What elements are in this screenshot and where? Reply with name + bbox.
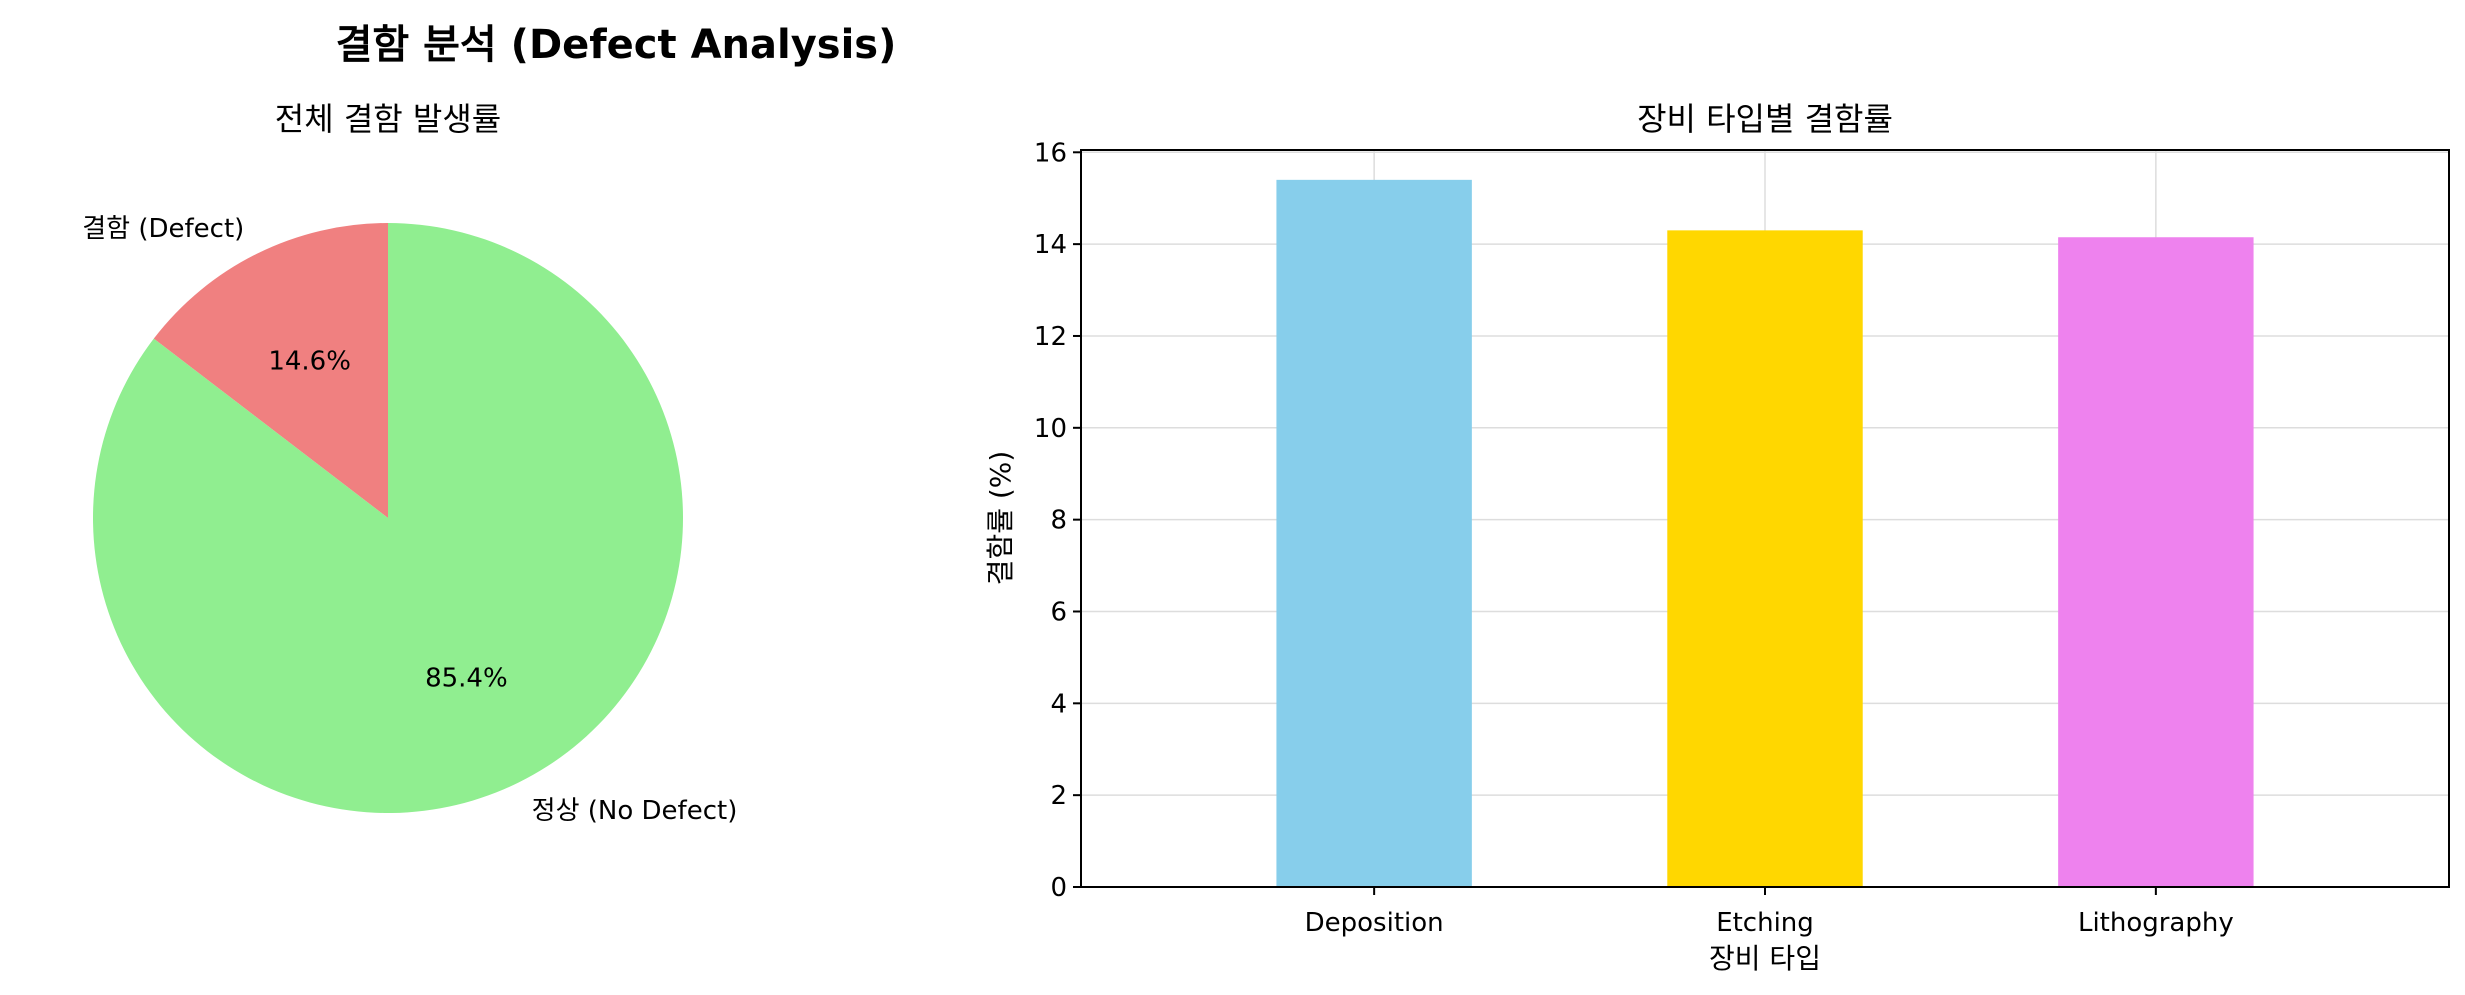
y-axis-label: 결함률 (%) [984,451,1017,586]
bar-chart-title: 장비 타입별 결함률 [1637,100,1893,138]
bar [2058,237,2254,888]
bar [1276,179,1472,887]
pie-category-label: 정상 (No Defect) [532,796,738,826]
y-tick-label: 0 [1050,873,1067,903]
y-tick-label: 10 [1034,414,1067,444]
x-axis-label: 장비 타입 [1709,942,1821,975]
bar-chart: 장비 타입별 결함률 0 2 4 6 8 10 12 14 16 Deposition Etchin… [984,100,2450,975]
x-tick-label: Lithography [2078,908,2234,938]
y-tick-label: 14 [1034,230,1067,260]
y-tick-label: 2 [1050,781,1067,811]
y-tick-label: 8 [1050,506,1067,536]
figure-title: 결함 분석 (Defect Analysis) [335,22,897,68]
pie-chart-title: 전체 결함 발생률 [275,100,501,138]
pie-percent-label: 14.6% [268,346,351,376]
y-tick-label: 4 [1050,689,1067,719]
y-tick-label: 6 [1050,597,1067,627]
y-tick-label: 12 [1034,322,1067,352]
x-tick-label: Deposition [1305,908,1444,938]
pie-percent-label: 85.4% [425,664,508,694]
y-tick-label: 16 [1034,138,1067,168]
pie-slice [153,223,388,518]
x-tick-label: Etching [1716,908,1814,938]
pie-chart: 전체 결함 발생률 14.6% 결함 (Defect) 85.4% 정상 (No De… [82,100,737,826]
bar [1667,230,1863,887]
pie-slice [92,223,683,813]
pie-category-label: 결함 (Defect) [82,214,244,244]
